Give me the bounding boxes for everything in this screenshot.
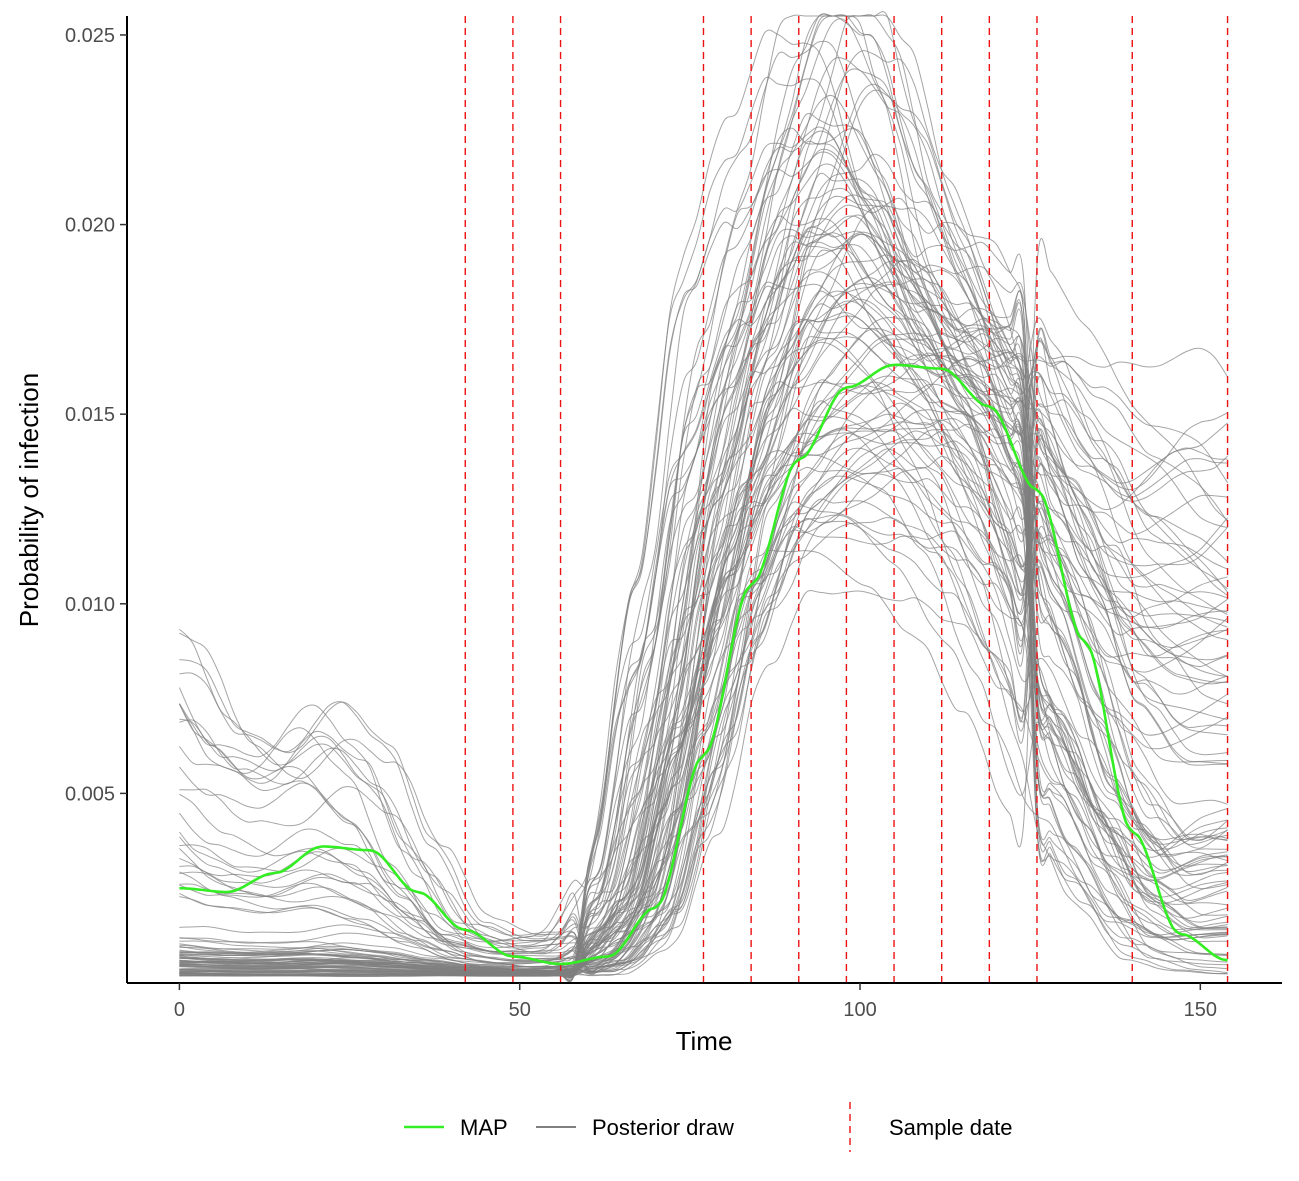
posterior-draw-line (179, 328, 1228, 972)
legend-label: Sample date (889, 1115, 1013, 1140)
legend: MAP Posterior draw Sample date (404, 1102, 1013, 1152)
x-tick-label: 100 (843, 999, 876, 1021)
y-tick-label: 0.005 (65, 783, 115, 805)
posterior-draw-line (179, 76, 1228, 949)
posterior-draw-line (179, 50, 1228, 971)
x-tick-label: 150 (1184, 999, 1217, 1021)
posterior-draw-line (179, 254, 1228, 970)
y-tick-label: 0.015 (65, 404, 115, 426)
posterior-draw-line (178, 153, 1228, 943)
posterior-draw-line (179, 260, 1228, 955)
x-tick-label: 50 (509, 999, 531, 1021)
posterior-draw-line (179, 375, 1228, 969)
map-line (179, 363, 1228, 966)
map-series (179, 363, 1228, 966)
y-tick-label: 0.020 (65, 215, 115, 237)
posterior-draw-line (179, 214, 1228, 974)
y-axis-title: Probability of infection (14, 373, 44, 627)
posterior-draw-line (179, 241, 1229, 979)
posterior-draw-line (179, 381, 1228, 953)
posterior-draws (178, 11, 1229, 983)
posterior-draw-line (179, 57, 1228, 974)
posterior-draw-line (179, 172, 1228, 975)
posterior-draw-line (179, 498, 1228, 974)
posterior-draw-line (179, 463, 1228, 977)
sample-date-lines (464, 16, 1229, 983)
posterior-draw-line (179, 235, 1228, 962)
x-tick-label: 0 (174, 999, 185, 1021)
y-tick-label: 0.010 (65, 594, 115, 616)
posterior-draw-line (179, 126, 1228, 982)
posterior-draw-line (179, 148, 1228, 953)
posterior-draw-line (179, 423, 1228, 973)
posterior-draw-line (179, 475, 1228, 975)
legend-label: MAP (460, 1115, 508, 1140)
posterior-draw-line (179, 315, 1228, 964)
posterior-draw-line (178, 40, 1228, 945)
legend-label: Posterior draw (592, 1115, 734, 1140)
posterior-draw-line (179, 112, 1228, 974)
posterior-draw-line (179, 260, 1228, 968)
posterior-draw-line (179, 233, 1229, 975)
posterior-draw-line (179, 418, 1228, 973)
posterior-draw-line (179, 232, 1228, 978)
x-axis-title: Time (676, 1026, 733, 1056)
axes: 0 50 100 150 0.005 0.010 0.015 0.020 0.025 (65, 16, 1282, 1021)
posterior-draw-line (179, 277, 1228, 972)
posterior-draw-line (179, 317, 1228, 975)
y-tick-label: 0.025 (65, 25, 115, 47)
posterior-draw-line (179, 128, 1229, 960)
posterior-draw-line (179, 205, 1228, 977)
posterior-draw-line (179, 215, 1228, 966)
